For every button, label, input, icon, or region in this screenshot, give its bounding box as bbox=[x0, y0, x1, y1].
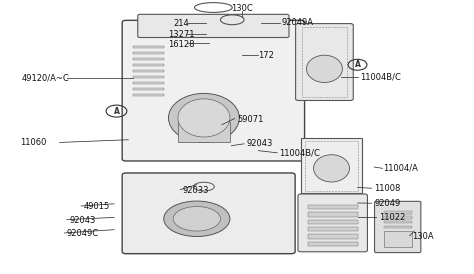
Bar bbox=[133, 76, 164, 78]
Ellipse shape bbox=[168, 93, 239, 142]
Bar bbox=[301, 138, 362, 193]
Text: 130A: 130A bbox=[412, 232, 434, 241]
Text: 92043: 92043 bbox=[69, 216, 96, 225]
Bar bbox=[308, 227, 357, 231]
Text: 92033: 92033 bbox=[182, 186, 209, 195]
Ellipse shape bbox=[314, 155, 349, 182]
Bar bbox=[383, 221, 412, 223]
Text: 13271: 13271 bbox=[168, 30, 195, 39]
Ellipse shape bbox=[307, 55, 342, 82]
FancyBboxPatch shape bbox=[374, 201, 421, 253]
Bar bbox=[302, 27, 346, 97]
Text: 11060: 11060 bbox=[19, 138, 46, 147]
Bar bbox=[133, 70, 164, 72]
Bar bbox=[133, 82, 164, 84]
Bar bbox=[133, 94, 164, 96]
Bar bbox=[383, 216, 412, 218]
Text: 11004B/C: 11004B/C bbox=[280, 149, 320, 158]
Text: RU: RU bbox=[142, 102, 256, 172]
FancyBboxPatch shape bbox=[296, 24, 353, 101]
Text: 49015: 49015 bbox=[83, 202, 109, 211]
Ellipse shape bbox=[164, 201, 230, 236]
Ellipse shape bbox=[178, 99, 230, 137]
Bar bbox=[305, 141, 358, 191]
Bar bbox=[383, 226, 412, 228]
Text: 11004/A: 11004/A bbox=[383, 164, 419, 173]
Bar bbox=[308, 242, 357, 246]
Text: 11004B/C: 11004B/C bbox=[360, 73, 401, 82]
Text: A: A bbox=[355, 60, 360, 69]
Bar bbox=[133, 46, 164, 48]
Text: 16128: 16128 bbox=[168, 40, 195, 49]
Bar bbox=[133, 52, 164, 54]
Bar bbox=[308, 212, 357, 217]
Text: 92049C: 92049C bbox=[67, 229, 99, 238]
Bar bbox=[383, 211, 412, 214]
Text: 214: 214 bbox=[173, 19, 189, 28]
Bar bbox=[133, 88, 164, 90]
Text: 11008: 11008 bbox=[374, 184, 401, 193]
Text: A: A bbox=[114, 107, 119, 116]
Bar bbox=[133, 58, 164, 60]
FancyBboxPatch shape bbox=[122, 173, 295, 254]
Text: 59071: 59071 bbox=[237, 115, 264, 124]
Bar bbox=[133, 64, 164, 66]
Text: 92049: 92049 bbox=[374, 199, 401, 208]
Ellipse shape bbox=[173, 207, 220, 231]
Text: 172: 172 bbox=[258, 51, 274, 60]
Text: 92049A: 92049A bbox=[282, 18, 314, 27]
Text: 130C: 130C bbox=[231, 4, 253, 13]
Bar bbox=[383, 231, 412, 247]
Bar bbox=[308, 205, 357, 209]
Bar bbox=[308, 219, 357, 224]
FancyBboxPatch shape bbox=[138, 14, 289, 38]
Text: 92043: 92043 bbox=[246, 139, 273, 148]
Bar bbox=[178, 122, 230, 142]
Bar bbox=[308, 234, 357, 239]
FancyBboxPatch shape bbox=[298, 194, 367, 252]
Text: 49120/A~C: 49120/A~C bbox=[22, 74, 70, 83]
FancyBboxPatch shape bbox=[122, 20, 305, 161]
Text: 11022: 11022 bbox=[379, 213, 405, 222]
